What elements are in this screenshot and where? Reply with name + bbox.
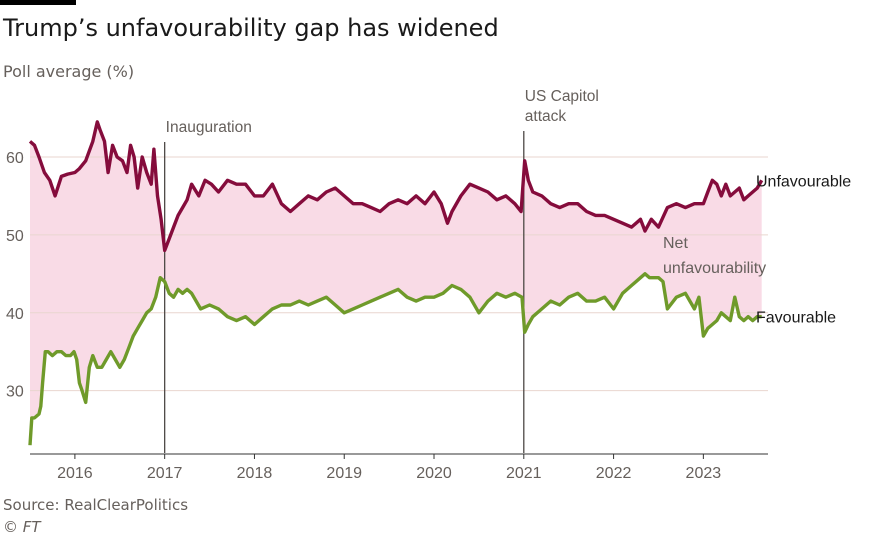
y-tick-label: 50 (6, 228, 24, 245)
chart-title: Trump’s unfavourability gap has widened (3, 14, 499, 42)
series-label-favourable: Favourable (756, 310, 836, 327)
x-axis-ticks: 2016 2017 2018 2019 2020 2021 2022 2023 (57, 454, 721, 482)
series-lines (28, 120, 764, 446)
x-tick-label: 2016 (57, 465, 93, 482)
event-label: attack (525, 108, 567, 125)
series-label-unfavourable: Unfavourable (756, 173, 851, 190)
series-line-favourable (28, 272, 762, 446)
y-axis-ticks: 30 40 50 60 (6, 150, 24, 401)
y-tick-label: 60 (6, 150, 24, 167)
source-note: Source: RealClearPolitics (3, 496, 189, 514)
event-label: US Capitol (525, 88, 599, 105)
copyright-note: © FT (3, 518, 41, 536)
x-tick-label: 2021 (506, 465, 542, 482)
x-tick-label: 2019 (326, 465, 362, 482)
x-tick-label: 2020 (416, 465, 452, 482)
net-unfavourability-label: Net (663, 235, 688, 252)
x-tick-label: 2022 (596, 465, 632, 482)
x-tick-label: 2018 (237, 465, 273, 482)
net-unfavourability-label-line-2: unfavourability (663, 260, 766, 277)
series-labels: Unfavourable Favourable (756, 173, 851, 326)
chart-subtitle: Poll average (%) (3, 62, 135, 81)
event-label: Inauguration (166, 119, 252, 136)
x-tick-label: 2017 (147, 465, 183, 482)
y-tick-label: 30 (6, 384, 24, 401)
y-tick-label: 40 (6, 306, 24, 323)
series-line-unfavourable (28, 120, 764, 253)
ft-top-bar (0, 0, 76, 5)
x-tick-label: 2023 (686, 465, 722, 482)
